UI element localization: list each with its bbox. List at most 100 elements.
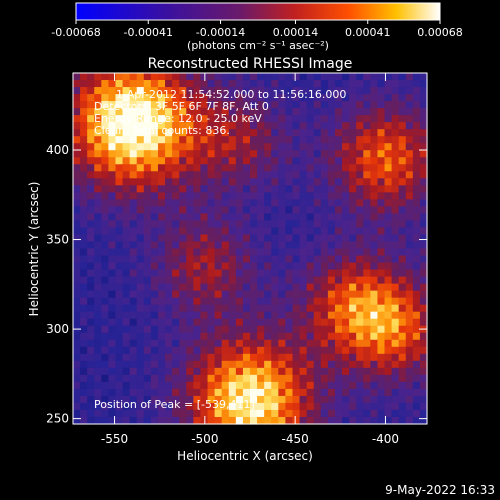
heatmap-cell	[87, 262, 95, 271]
heatmap-cell	[242, 206, 251, 214]
heatmap-cell	[257, 143, 265, 151]
heatmap-cell	[73, 185, 81, 193]
heatmap-cell	[221, 94, 230, 102]
heatmap-cell	[193, 360, 202, 369]
heatmap-cell	[327, 129, 336, 137]
heatmap-cell	[363, 108, 371, 116]
heatmap-cell	[172, 395, 180, 404]
heatmap-cell	[200, 290, 209, 299]
heatmap-cell	[342, 80, 350, 88]
heatmap-cell	[391, 367, 400, 376]
heatmap-cell	[235, 297, 244, 306]
heatmap-cell	[306, 255, 315, 264]
heatmap-cell	[165, 199, 173, 207]
heatmap-cell	[356, 192, 364, 200]
heatmap-cell	[136, 395, 145, 404]
heatmap-cell	[122, 143, 131, 151]
heatmap-cell	[143, 262, 152, 271]
annotation-energy-range: Energy Range: 12.0 - 25.0 keV	[94, 112, 262, 125]
heatmap-cell	[320, 80, 329, 88]
heatmap-cell	[250, 255, 258, 264]
heatmap-cell	[278, 101, 286, 109]
heatmap-cell	[398, 185, 407, 193]
heatmap-cell	[250, 101, 258, 109]
heatmap-cell	[87, 227, 95, 236]
heatmap-cell	[412, 192, 421, 200]
heatmap-cell	[214, 80, 223, 88]
heatmap-cell	[292, 101, 301, 109]
heatmap-cell	[398, 304, 407, 313]
heatmap-cell	[384, 262, 393, 271]
heatmap-cell	[235, 367, 244, 376]
heatmap-cell	[193, 311, 202, 320]
heatmap-cell	[235, 409, 244, 418]
heatmap-cell	[377, 206, 386, 214]
heatmap-cell	[391, 318, 400, 327]
heatmap-cell	[165, 374, 173, 383]
heatmap-cell	[108, 94, 117, 102]
heatmap-cell	[186, 129, 194, 137]
heatmap-cell	[285, 101, 294, 109]
heatmap-cell	[250, 234, 258, 243]
heatmap-cell	[349, 367, 357, 376]
heatmap-cell	[101, 269, 109, 278]
heatmap-cell	[271, 409, 279, 418]
heatmap-cell	[73, 73, 81, 81]
heatmap-cell	[242, 360, 251, 369]
heatmap-cell	[313, 325, 322, 334]
heatmap-cell	[172, 220, 180, 229]
heatmap-cell	[94, 73, 102, 81]
heatmap-cell	[207, 269, 216, 278]
heatmap-cell	[391, 185, 400, 193]
heatmap-cell	[172, 262, 180, 271]
heatmap-cell	[200, 346, 209, 355]
heatmap-cell	[228, 269, 237, 278]
heatmap-cell	[271, 101, 279, 109]
heatmap-cell	[391, 332, 400, 341]
heatmap-cell	[313, 318, 322, 327]
heatmap-cell	[370, 311, 379, 320]
heatmap-cell	[419, 87, 428, 95]
heatmap-cell	[334, 283, 343, 292]
heatmap-cell	[122, 192, 131, 200]
heatmap-cell	[136, 276, 145, 285]
heatmap-cell	[115, 332, 124, 341]
heatmap-cell	[101, 409, 109, 418]
heatmap-cell	[207, 311, 216, 320]
heatmap-cell	[87, 164, 95, 172]
heatmap-cell	[278, 192, 286, 200]
heatmap-cell	[94, 171, 102, 179]
heatmap-cell	[313, 360, 322, 369]
heatmap-cell	[94, 192, 102, 200]
heatmap-cell	[193, 318, 202, 327]
heatmap-cell	[299, 171, 308, 179]
heatmap-cell	[356, 73, 364, 81]
heatmap-cell	[419, 304, 428, 313]
heatmap-cell	[129, 115, 138, 123]
heatmap-cell	[143, 416, 152, 425]
heatmap-cell	[356, 122, 364, 130]
heatmap-cell	[115, 129, 124, 137]
heatmap-cell	[356, 87, 364, 95]
heatmap-cell	[257, 381, 265, 390]
heatmap-cell	[412, 367, 421, 376]
heatmap-cell	[264, 171, 272, 179]
heatmap-cell	[306, 227, 315, 236]
heatmap-cell	[377, 185, 386, 193]
heatmap-cell	[356, 255, 364, 264]
heatmap-cell	[278, 346, 286, 355]
heatmap-cell	[80, 80, 88, 88]
heatmap-cell	[334, 227, 343, 236]
chart-title: Reconstructed RHESSI Image	[148, 56, 353, 72]
heatmap-cell	[179, 388, 187, 397]
heatmap-cell	[356, 325, 364, 334]
heatmap-cell	[207, 227, 216, 236]
heatmap-cell	[108, 101, 117, 109]
heatmap-cell	[87, 409, 95, 418]
heatmap-cell	[172, 213, 180, 222]
heatmap-cell	[363, 339, 371, 348]
heatmap-cell	[356, 164, 364, 172]
heatmap-cell	[115, 283, 124, 292]
heatmap-cell	[214, 416, 223, 425]
heatmap-cell	[207, 178, 216, 186]
